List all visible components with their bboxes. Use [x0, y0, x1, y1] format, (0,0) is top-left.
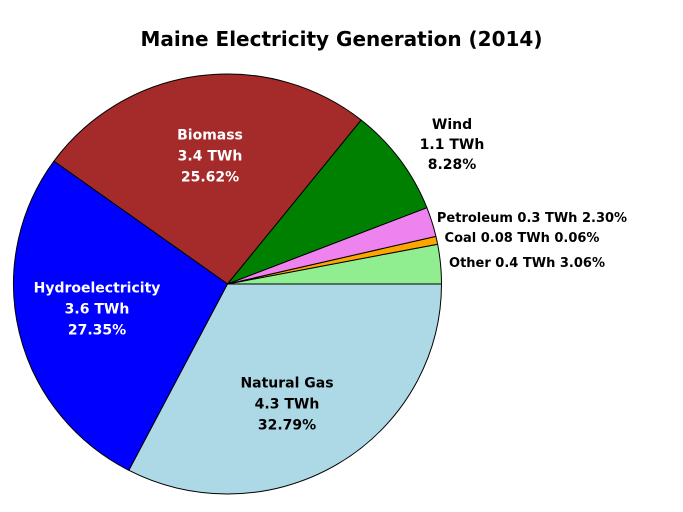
slice-name: Other [449, 256, 491, 271]
slice-value: 3.6 TWh [64, 301, 130, 318]
slice-value: 0.3 TWh [517, 211, 578, 226]
slice-name: Hydroelectricity [33, 280, 161, 297]
slice-name: Biomass [177, 127, 243, 144]
chart-title: Maine Electricity Generation (2014) [140, 27, 543, 51]
slice-percent: 0.06% [554, 231, 600, 246]
slice-percent: 8.28% [427, 157, 477, 173]
pie-slice-natural-gas [128, 283, 442, 495]
slice-value: 0.08 TWh [480, 231, 550, 246]
slice-label-other: Other 0.4 TWh 3.06% [449, 256, 605, 272]
slice-label-biomass: Biomass 3.4 TWh 25.62% [177, 126, 243, 189]
slice-percent: 25.62% [180, 169, 240, 186]
slice-label-hydroelectricity: Hydroelectricity 3.6 TWh 27.35% [34, 279, 161, 342]
slice-value: 0.4 TWh [495, 256, 556, 271]
slice-percent: 32.79% [257, 417, 317, 434]
slice-label-coal: Coal 0.08 TWh 0.06% [445, 231, 600, 247]
slice-value: 1.1 TWh [419, 137, 485, 153]
slice-label-wind: Wind 1.1 TWh 8.28% [420, 115, 485, 175]
slice-value: 3.4 TWh [177, 148, 243, 165]
pie-slice-biomass [53, 73, 362, 285]
slice-label-petroleum: Petroleum 0.3 TWh 2.30% [437, 211, 627, 227]
slice-name: Natural Gas [240, 375, 334, 392]
slice-percent: 2.30% [581, 211, 628, 226]
pie-slice-wind [227, 119, 428, 285]
slice-value: 4.3 TWh [254, 396, 320, 413]
slice-name: Petroleum [436, 211, 513, 226]
pie-slice-hydroelectricity [13, 160, 228, 471]
slice-name: Wind [431, 117, 473, 133]
slice-label-natural-gas: Natural Gas 4.3 TWh 32.79% [240, 374, 333, 437]
slice-name: Coal [444, 231, 477, 246]
slice-percent: 3.06% [559, 256, 605, 271]
slice-percent: 27.35% [67, 322, 127, 339]
